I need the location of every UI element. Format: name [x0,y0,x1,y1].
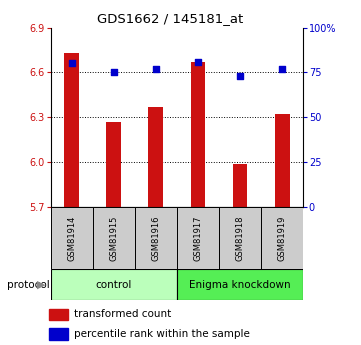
FancyBboxPatch shape [51,207,93,269]
FancyBboxPatch shape [51,269,177,300]
Bar [191,62,205,207]
FancyBboxPatch shape [177,269,303,300]
Text: GSM81914: GSM81914 [67,215,76,261]
Bar [106,122,121,207]
Text: control: control [96,280,132,289]
Text: ▶: ▶ [37,280,46,289]
FancyBboxPatch shape [177,207,219,269]
FancyBboxPatch shape [93,207,135,269]
Point [195,59,201,65]
Text: GDS1662 / 145181_at: GDS1662 / 145181_at [96,12,243,25]
Bar [148,107,163,207]
Text: GSM81917: GSM81917 [193,215,203,261]
Text: Enigma knockdown: Enigma knockdown [189,280,291,289]
Text: protocol: protocol [7,280,50,289]
Bar [49,308,68,320]
Point [111,70,117,75]
Bar [49,328,68,340]
Text: GSM81916: GSM81916 [151,215,160,261]
FancyBboxPatch shape [219,207,261,269]
Bar [275,114,290,207]
FancyBboxPatch shape [135,207,177,269]
Point [237,73,243,79]
Point [69,61,74,66]
Text: GSM81915: GSM81915 [109,215,118,261]
Text: transformed count: transformed count [74,309,171,319]
FancyBboxPatch shape [261,207,303,269]
Point [279,66,285,72]
Bar [64,53,79,207]
Bar [233,164,247,207]
Text: GSM81919: GSM81919 [278,215,287,261]
Text: GSM81918: GSM81918 [236,215,244,261]
Text: percentile rank within the sample: percentile rank within the sample [74,329,250,339]
Point [153,66,159,72]
